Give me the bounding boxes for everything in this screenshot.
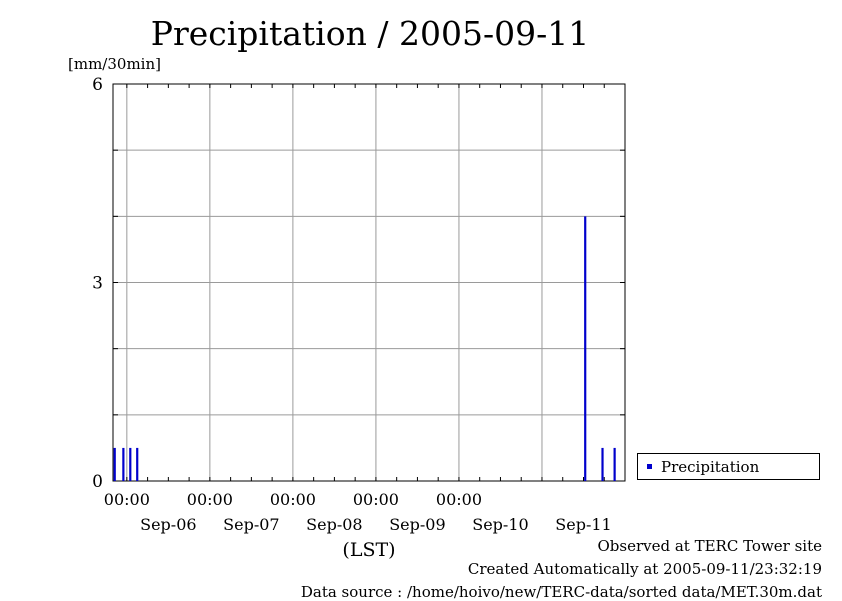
x-date-label: Sep-10 <box>472 515 528 534</box>
x-date-label: Sep-07 <box>223 515 279 534</box>
x-time-label: 00:00 <box>353 490 399 509</box>
x-time-label: 00:00 <box>436 490 482 509</box>
x-date-label: Sep-11 <box>555 515 611 534</box>
y-tick-label: 0 <box>92 472 103 492</box>
y-axis-label: [mm/30min] <box>68 55 161 73</box>
x-time-label: 00:00 <box>270 490 316 509</box>
y-tick-label: 6 <box>92 75 103 95</box>
x-time-label: 00:00 <box>187 490 233 509</box>
chart-title: Precipitation / 2005-09-11 <box>150 14 590 53</box>
footer-created: Created Automatically at 2005-09-11/23:3… <box>467 560 822 578</box>
footer-source: Data source : /home/hoivo/new/TERC-data/… <box>300 583 822 601</box>
x-time-label: 00:00 <box>104 490 150 509</box>
x-date-label: Sep-08 <box>306 515 362 534</box>
footer-observed: Observed at TERC Tower site <box>597 537 822 555</box>
legend-swatch-icon <box>647 464 652 469</box>
y-tick-label: 3 <box>92 274 103 294</box>
legend: Precipitation <box>637 453 820 480</box>
legend-label: Precipitation <box>661 457 760 476</box>
x-date-label: Sep-06 <box>140 515 196 534</box>
x-date-label: Sep-09 <box>389 515 445 534</box>
x-axis-label: (LST) <box>342 539 395 561</box>
